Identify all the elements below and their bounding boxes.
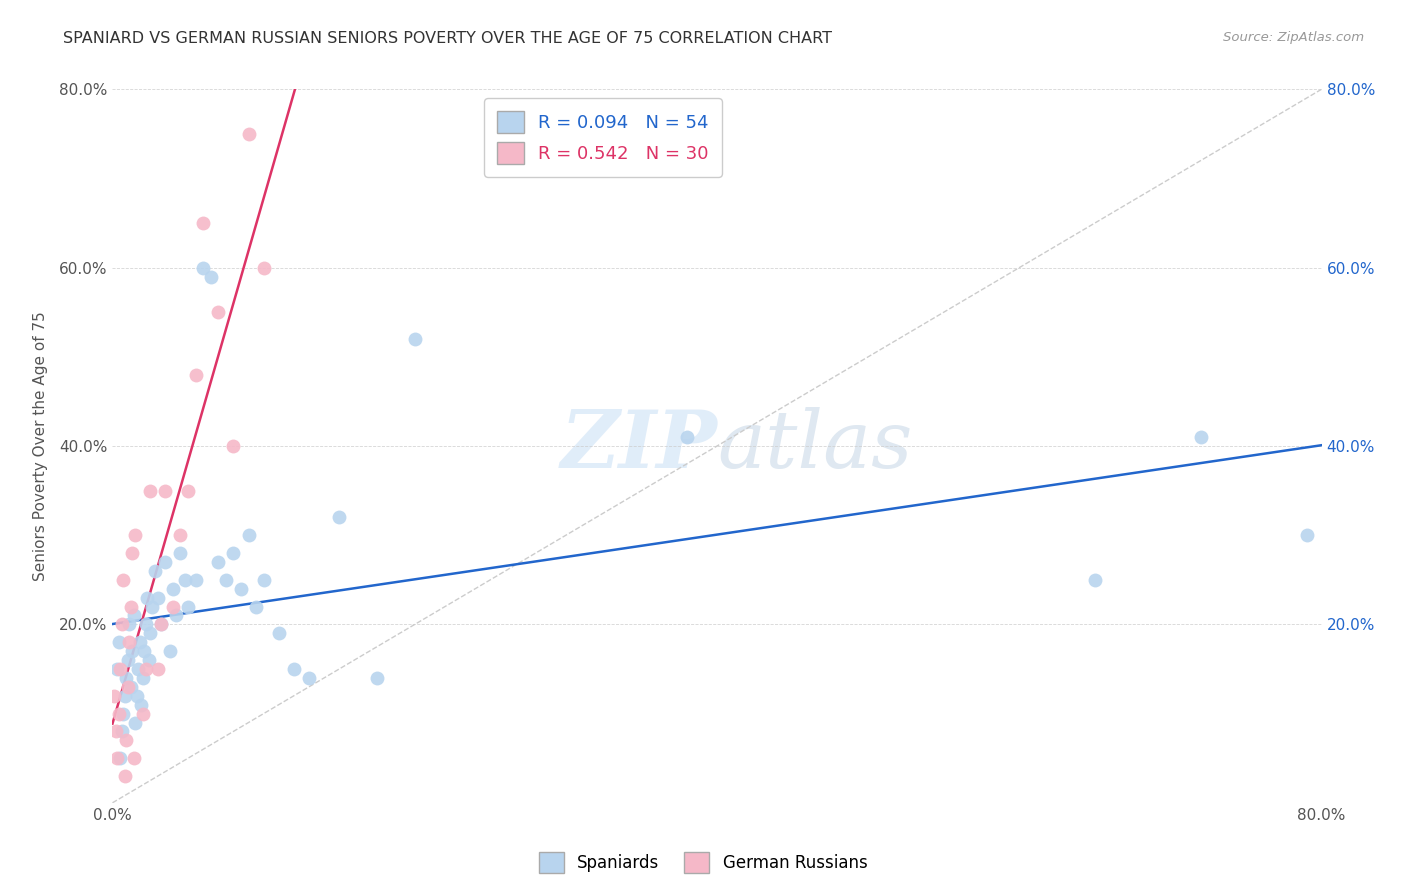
Point — [238, 528, 260, 542]
Point — [121, 546, 143, 560]
Point — [245, 599, 267, 614]
Point — [129, 698, 152, 712]
Point — [112, 573, 135, 587]
Point — [207, 555, 229, 569]
Point — [117, 680, 139, 694]
Point — [298, 671, 321, 685]
Point — [184, 368, 207, 382]
Point — [128, 635, 150, 649]
Point — [107, 635, 129, 649]
Point — [222, 546, 245, 560]
Text: ZIP: ZIP — [560, 408, 717, 484]
Point — [139, 483, 162, 498]
Point — [108, 662, 131, 676]
Point — [184, 573, 207, 587]
Point — [104, 724, 127, 739]
Point — [200, 269, 222, 284]
Point — [125, 689, 148, 703]
Point — [108, 751, 131, 765]
Point — [135, 617, 157, 632]
Point — [110, 724, 132, 739]
Point — [155, 555, 177, 569]
Point — [105, 751, 128, 765]
Point — [122, 608, 145, 623]
Point — [283, 662, 305, 676]
Point — [229, 582, 252, 596]
Point — [328, 510, 350, 524]
Point — [1084, 573, 1107, 587]
Point — [675, 430, 697, 444]
Point — [121, 644, 143, 658]
Text: atlas: atlas — [717, 408, 912, 484]
Point — [1295, 528, 1317, 542]
Point — [159, 644, 181, 658]
Point — [253, 573, 276, 587]
Point — [110, 617, 132, 632]
Point — [155, 483, 177, 498]
Point — [120, 680, 142, 694]
Point — [118, 617, 141, 632]
Point — [127, 662, 149, 676]
Point — [1189, 430, 1212, 444]
Point — [207, 305, 229, 319]
Point — [117, 653, 139, 667]
Point — [149, 617, 172, 632]
Point — [146, 591, 169, 605]
Point — [177, 483, 200, 498]
Point — [112, 706, 135, 721]
Point — [114, 689, 136, 703]
Point — [169, 546, 191, 560]
Point — [366, 671, 388, 685]
Point — [135, 662, 157, 676]
Point — [122, 751, 145, 765]
Point — [115, 733, 138, 747]
Point — [115, 671, 138, 685]
Legend: Spaniards, German Russians: Spaniards, German Russians — [531, 846, 875, 880]
Point — [253, 260, 276, 275]
Point — [238, 127, 260, 141]
Text: Source: ZipAtlas.com: Source: ZipAtlas.com — [1223, 31, 1364, 45]
Point — [404, 332, 426, 346]
Point — [141, 599, 163, 614]
Legend: R = 0.094   N = 54, R = 0.542   N = 30: R = 0.094 N = 54, R = 0.542 N = 30 — [484, 98, 721, 177]
Point — [169, 528, 191, 542]
Point — [132, 671, 155, 685]
Point — [124, 715, 146, 730]
Point — [162, 582, 184, 596]
Point — [162, 599, 184, 614]
Point — [267, 626, 290, 640]
Point — [120, 599, 142, 614]
Point — [222, 439, 245, 453]
Point — [146, 662, 169, 676]
Point — [134, 644, 156, 658]
Point — [149, 617, 172, 632]
Point — [124, 528, 146, 542]
Point — [143, 564, 166, 578]
Point — [105, 662, 128, 676]
Point — [165, 608, 187, 623]
Point — [177, 599, 200, 614]
Y-axis label: Seniors Poverty Over the Age of 75: Seniors Poverty Over the Age of 75 — [32, 311, 48, 581]
Point — [118, 635, 141, 649]
Point — [138, 653, 160, 667]
Point — [136, 591, 159, 605]
Point — [107, 706, 129, 721]
Point — [139, 626, 162, 640]
Point — [191, 260, 214, 275]
Point — [215, 573, 238, 587]
Point — [191, 216, 214, 230]
Text: SPANIARD VS GERMAN RUSSIAN SENIORS POVERTY OVER THE AGE OF 75 CORRELATION CHART: SPANIARD VS GERMAN RUSSIAN SENIORS POVER… — [63, 31, 832, 46]
Point — [174, 573, 197, 587]
Point — [114, 769, 136, 783]
Point — [103, 689, 125, 703]
Point — [132, 706, 155, 721]
